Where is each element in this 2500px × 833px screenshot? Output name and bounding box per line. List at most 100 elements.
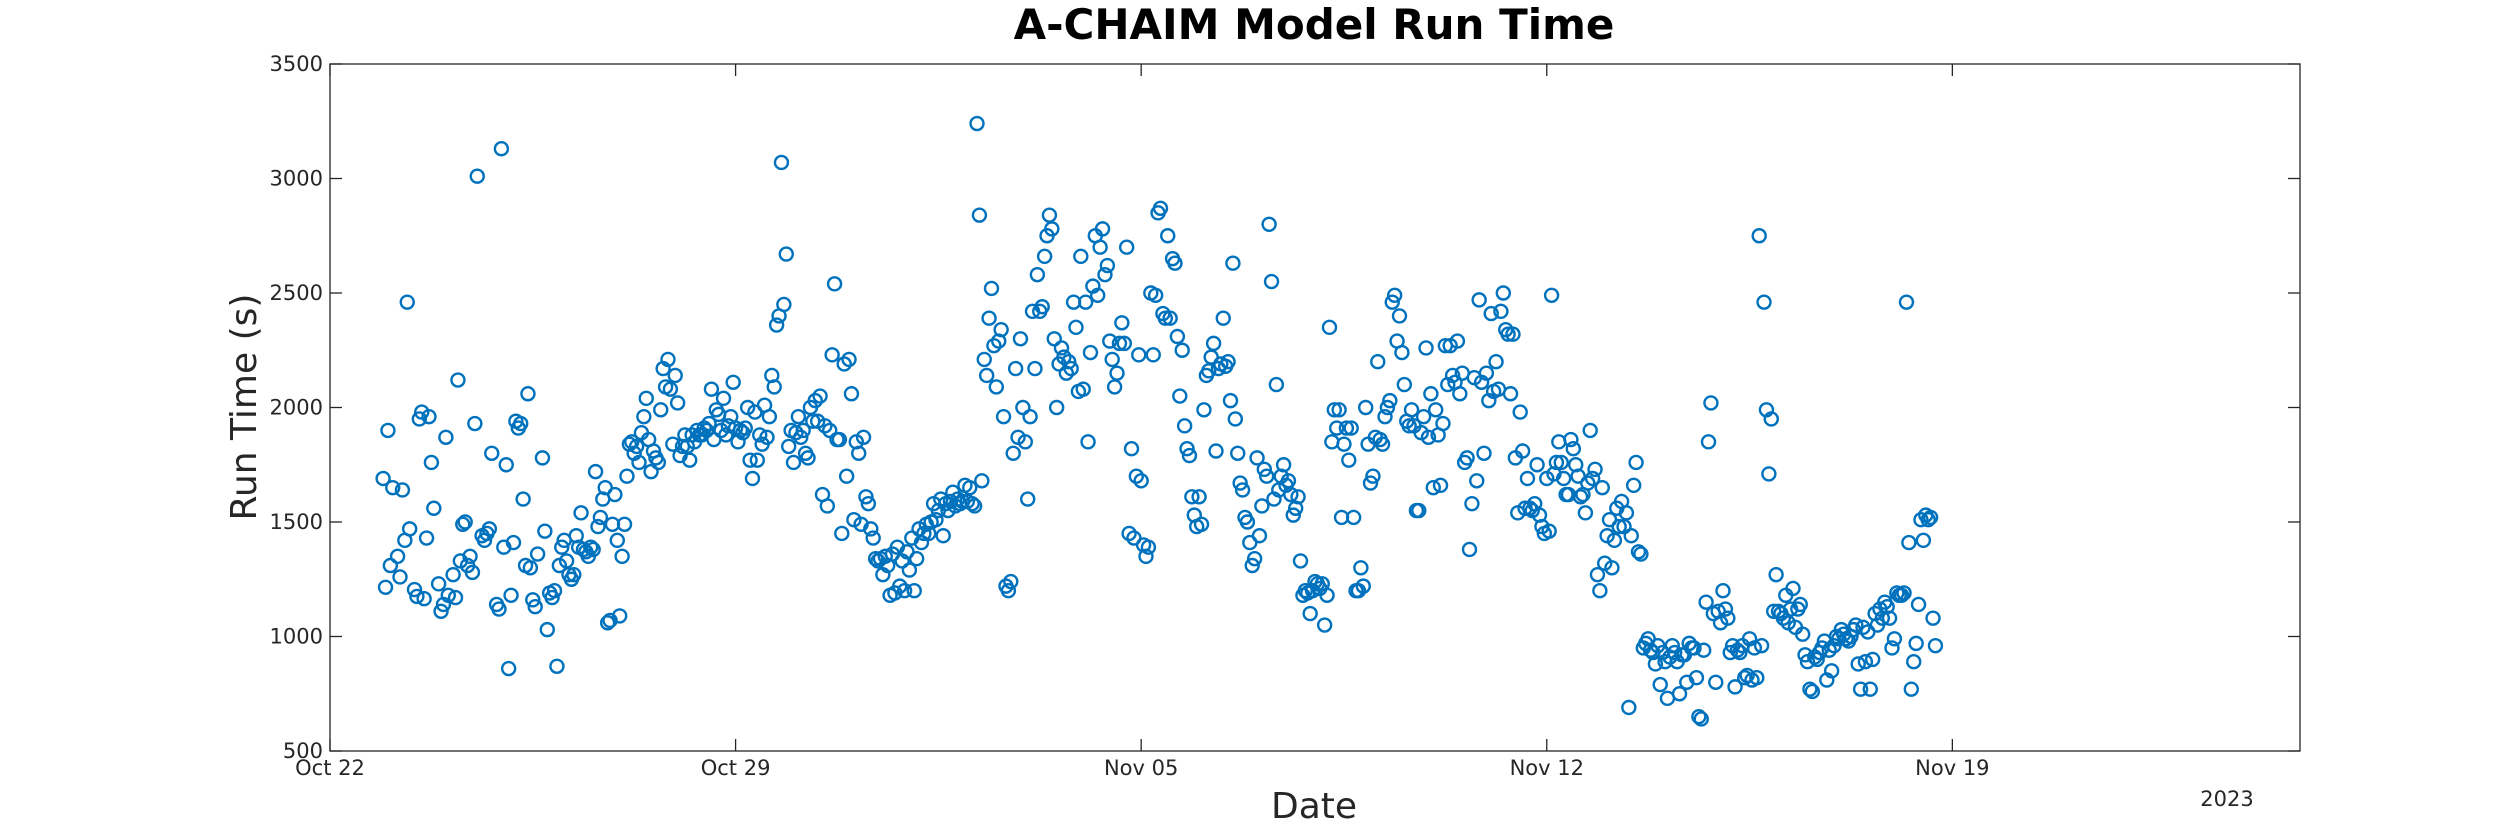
data-point xyxy=(1901,534,1917,551)
data-point xyxy=(1807,649,1823,665)
data-point xyxy=(1589,566,1606,583)
data-point xyxy=(669,395,686,411)
data-point xyxy=(1700,434,1717,450)
data-point xyxy=(1000,583,1017,599)
x-tick-label: Oct 29 xyxy=(701,756,771,780)
data-point xyxy=(1205,335,1222,352)
data-point xyxy=(1275,457,1292,473)
data-point xyxy=(1821,642,1837,658)
data-point xyxy=(819,498,836,514)
data-point xyxy=(768,317,785,333)
data-point xyxy=(438,429,454,445)
data-point xyxy=(1611,518,1627,535)
x-tick-label: Oct 22 xyxy=(295,756,365,780)
data-point xyxy=(534,450,551,466)
data-point xyxy=(1775,610,1792,626)
data-point xyxy=(1261,216,1277,233)
plot-area xyxy=(329,63,2301,752)
data-point xyxy=(544,589,560,606)
data-point xyxy=(1587,461,1603,478)
data-point xyxy=(554,539,570,555)
data-point xyxy=(1099,257,1116,274)
data-point xyxy=(599,615,616,631)
data-point xyxy=(908,550,925,567)
data-point xyxy=(1541,523,1557,539)
y-axis-label: Run Time (s) xyxy=(224,294,265,521)
data-point xyxy=(1722,644,1738,661)
data-point xyxy=(698,422,715,439)
data-point xyxy=(1621,699,1637,716)
data-point xyxy=(1915,532,1932,549)
data-point xyxy=(1116,335,1132,352)
data-point xyxy=(1157,310,1174,326)
data-point xyxy=(481,521,498,537)
x-tick-label: Nov 12 xyxy=(1510,756,1584,780)
data-point xyxy=(906,583,922,599)
data-point xyxy=(1688,670,1705,686)
data-point xyxy=(834,525,850,542)
data-point xyxy=(1222,392,1239,409)
data-point xyxy=(1374,436,1391,452)
data-point xyxy=(529,546,546,562)
data-point xyxy=(1377,408,1393,425)
data-point xyxy=(836,356,852,372)
data-point xyxy=(539,621,555,638)
data-point xyxy=(1227,411,1244,427)
data-point xyxy=(1048,399,1065,416)
data-point xyxy=(964,495,980,512)
data-point xyxy=(684,427,700,443)
data-point xyxy=(527,599,543,615)
data-point xyxy=(1118,239,1135,255)
data-point xyxy=(1785,580,1801,597)
data-point xyxy=(1469,473,1485,489)
data-point xyxy=(592,509,609,526)
data-point xyxy=(1379,399,1396,416)
data-point xyxy=(1321,319,1338,336)
data-point xyxy=(643,463,659,480)
data-point xyxy=(385,479,401,496)
data-point xyxy=(1316,617,1333,633)
data-point xyxy=(682,452,698,468)
data-point xyxy=(838,468,855,484)
data-point xyxy=(1285,507,1301,523)
data-point xyxy=(1703,395,1719,411)
data-point xyxy=(1386,287,1403,303)
data-point xyxy=(1292,553,1309,569)
data-point xyxy=(457,514,473,530)
data-point xyxy=(1592,583,1608,599)
data-point xyxy=(715,390,732,407)
data-point xyxy=(1727,679,1743,695)
data-point xyxy=(1667,644,1683,661)
data-point xyxy=(1652,676,1668,693)
data-point xyxy=(988,379,1005,395)
data-point xyxy=(1553,454,1569,471)
data-point xyxy=(1109,365,1125,381)
data-point xyxy=(981,310,997,326)
data-point xyxy=(1500,326,1516,342)
data-point xyxy=(382,557,399,574)
data-point xyxy=(1077,294,1094,310)
data-point xyxy=(423,454,440,471)
data-point xyxy=(1005,445,1021,461)
data-point xyxy=(703,381,720,397)
data-point xyxy=(1191,489,1207,505)
data-point xyxy=(971,207,988,223)
data-point xyxy=(1133,473,1149,489)
data-point xyxy=(1331,402,1347,418)
y-tick-label: 1500 xyxy=(270,510,323,534)
data-point xyxy=(1898,294,1915,310)
data-point xyxy=(1036,248,1053,265)
data-point xyxy=(667,367,683,384)
data-point xyxy=(752,427,768,443)
data-point xyxy=(1739,667,1755,684)
data-point xyxy=(1061,354,1077,370)
data-point xyxy=(525,592,541,608)
data-point xyxy=(1362,475,1379,491)
data-point xyxy=(824,347,840,363)
data-point xyxy=(1244,557,1260,574)
data-point xyxy=(1792,596,1808,613)
data-point xyxy=(1671,686,1688,702)
data-point xyxy=(1432,477,1449,494)
data-point xyxy=(1131,347,1147,363)
